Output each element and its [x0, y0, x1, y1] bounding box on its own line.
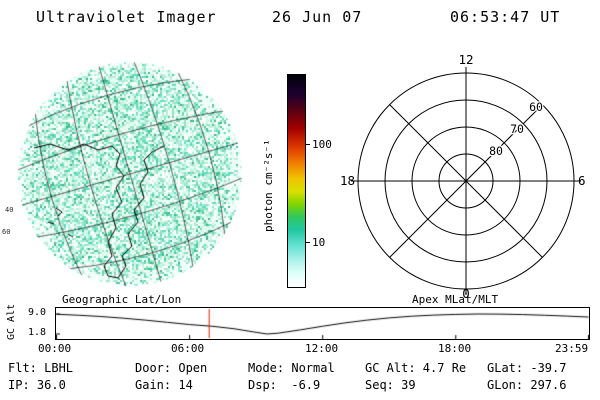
mlat-80-label: 80 [489, 144, 503, 158]
colorbar-label: photon cm⁻²s⁻¹ [262, 139, 275, 233]
mlt-12-label: 12 [458, 52, 473, 67]
status-flt: Flt: LBHL [8, 361, 74, 375]
timeline-xtick: 23:59 [555, 342, 589, 355]
timeline-xtick: 06:00 [171, 342, 205, 355]
mlat-60-label: 60 [529, 100, 543, 114]
colorbar-tick-mark [306, 144, 310, 145]
graticule-edge-label: 40 [5, 206, 14, 214]
timeline-xtick: 00:00 [38, 342, 72, 355]
header-time: 06:53:47 UT [450, 8, 561, 26]
graticule-edge-label: 60 [2, 228, 11, 236]
mlat-70-label: 70 [510, 122, 524, 136]
colorbar-tick-100: 100 [312, 138, 332, 151]
uv-image-disk [16, 60, 244, 288]
gc-alt-timeline [55, 307, 590, 340]
status-seq: Seq: 39 [365, 378, 416, 392]
status-glat: GLat: -39.7 [487, 361, 567, 375]
mlt-6-label: 6 [578, 173, 586, 188]
status-mode: Mode: Normal [248, 361, 335, 375]
app-title: Ultraviolet Imager [36, 8, 217, 26]
timeline-ylabel: GC Alt [6, 303, 17, 341]
header-date: 26 Jun 07 [272, 8, 363, 26]
timeline-ytick-top: 9.0 [28, 307, 47, 318]
status-dsp: Dsp: -6.9 [248, 378, 321, 392]
status-gain: Gain: 14 [135, 378, 193, 392]
timeline-xtick: 12:00 [305, 342, 339, 355]
colorbar-tick-10: 10 [312, 236, 326, 249]
status-gcalt: GC Alt: 4.7 Re [365, 361, 467, 375]
colorbar-tick-mark [306, 242, 310, 243]
geographic-caption: Geographic Lat/Lon [62, 293, 182, 306]
dial-spoke [389, 104, 543, 258]
status-glon: GLon: 297.6 [487, 378, 567, 392]
timeline-ytick-bottom: 1.8 [28, 327, 47, 338]
mlt-18-label: 18 [340, 173, 355, 188]
status-door: Door: Open [135, 361, 208, 375]
dial-grid [351, 67, 581, 295]
status-ip: IP: 36.0 [8, 378, 66, 392]
mlt-0-label: 0 [462, 286, 470, 301]
timeline-xtick: 18:00 [438, 342, 472, 355]
apex-caption: Apex MLat/MLT [412, 293, 499, 306]
apex-dial-svg: 12 0 18 6 60 70 80 [340, 52, 586, 301]
colorbar [287, 74, 306, 288]
